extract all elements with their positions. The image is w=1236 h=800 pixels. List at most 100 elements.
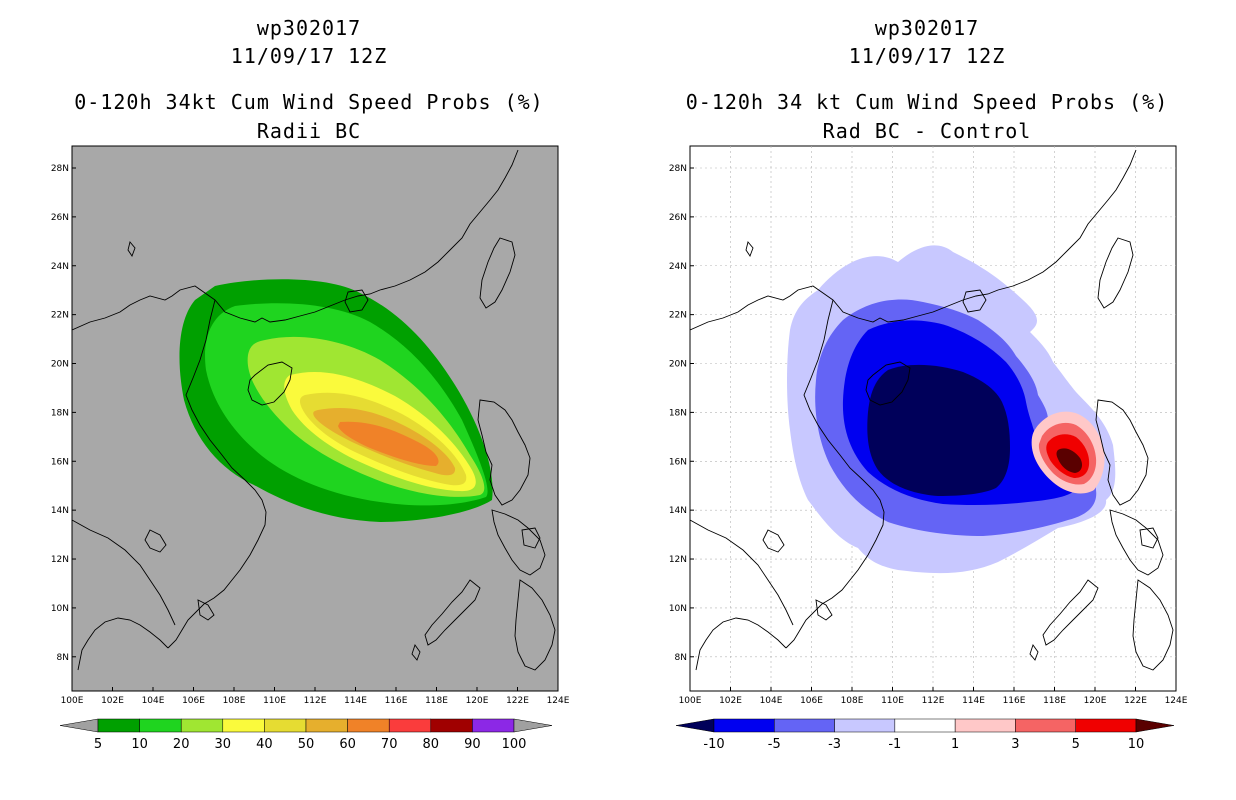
coastline-segment bbox=[247, 361, 293, 406]
right-product-title: 0-120h 34 kt Cum Wind Speed Probs (%) bbox=[685, 90, 1169, 114]
lon-tick-label: 102E bbox=[719, 696, 742, 706]
colorbar-label: 5 bbox=[1072, 737, 1080, 752]
lon-tick-label: 106E bbox=[800, 696, 823, 706]
lon-tick-label: 108E bbox=[223, 696, 246, 706]
colorbar-label: 3 bbox=[1011, 737, 1019, 752]
colorbar-label: 40 bbox=[256, 737, 273, 752]
left-datetime: 11/09/17 12Z bbox=[230, 44, 388, 68]
left-subtitle: Radii BC bbox=[256, 119, 362, 143]
lon-tick-label: 122E bbox=[1124, 696, 1147, 706]
colorbar-label: -3 bbox=[828, 737, 841, 752]
colorbar-swatch bbox=[774, 718, 835, 733]
right-colorbar: -10 -5 -3 -1 1 3 5 10 bbox=[675, 718, 1175, 752]
colorbar-overflow-triangle bbox=[1135, 718, 1175, 733]
colorbar-label: 20 bbox=[173, 737, 190, 752]
colorbar-swatch bbox=[1075, 718, 1137, 733]
colorbar-swatch bbox=[430, 718, 473, 733]
lon-tick-label: 124E bbox=[1165, 696, 1188, 706]
colorbar-underflow-triangle bbox=[59, 718, 99, 733]
lat-tick-label: 16N bbox=[669, 457, 687, 467]
lat-tick-label: 20N bbox=[669, 360, 687, 370]
coastline-segment bbox=[144, 529, 167, 553]
colorbar-swatch bbox=[222, 718, 265, 733]
coastline-segment bbox=[1095, 399, 1149, 506]
coastline-segment bbox=[477, 399, 531, 506]
colorbar-label: -5 bbox=[768, 737, 781, 752]
coastline-segment bbox=[1042, 579, 1099, 646]
lat-tick-label: 12N bbox=[51, 555, 69, 565]
diff-minus10-contour bbox=[867, 364, 1010, 496]
lat-tick-label: 24N bbox=[51, 262, 69, 272]
colorbar-swatch bbox=[180, 718, 224, 733]
lon-tick-label: 122E bbox=[506, 696, 529, 706]
coastline-segment bbox=[197, 599, 215, 621]
colorbar-label: -1 bbox=[888, 737, 901, 752]
lat-tick-label: 10N bbox=[669, 604, 687, 614]
colorbar-label: -10 bbox=[703, 737, 724, 752]
coastline-segment bbox=[745, 241, 754, 257]
lat-tick-label: 14N bbox=[669, 506, 687, 516]
lon-tick-label: 116E bbox=[1003, 696, 1026, 706]
colorbar-label: 80 bbox=[423, 737, 440, 752]
lat-tick-label: 8N bbox=[675, 653, 687, 663]
lon-tick-label: 120E bbox=[1084, 696, 1107, 706]
lon-tick-label: 108E bbox=[841, 696, 864, 706]
coastline-segment bbox=[77, 617, 169, 671]
coastline-segment bbox=[514, 579, 556, 671]
coastline-segment bbox=[72, 519, 176, 626]
colorbar-swatch bbox=[388, 718, 432, 733]
lat-tick-label: 16N bbox=[51, 457, 69, 467]
right-subtitle: Rad BC - Control bbox=[822, 119, 1032, 143]
lat-tick-label: 18N bbox=[669, 408, 687, 418]
lon-tick-label: 114E bbox=[344, 696, 367, 706]
lon-tick-label: 116E bbox=[385, 696, 408, 706]
lat-tick-label: 26N bbox=[669, 213, 687, 223]
coastline-segment bbox=[690, 519, 794, 626]
coastline-segment bbox=[785, 299, 885, 649]
coastline-segment bbox=[1132, 579, 1174, 671]
lon-tick-label: 114E bbox=[962, 696, 985, 706]
colorbar-swatch bbox=[894, 718, 956, 733]
colorbar-label: 30 bbox=[215, 737, 232, 752]
colorbar-label: 10 bbox=[131, 737, 148, 752]
right-datetime: 11/09/17 12Z bbox=[848, 44, 1006, 68]
lat-tick-label: 18N bbox=[51, 408, 69, 418]
lon-tick-label: 118E bbox=[425, 696, 448, 706]
coastline-segment bbox=[411, 644, 421, 661]
colorbar-label: 5 bbox=[94, 737, 102, 752]
right-axis-ticks: 100E 102E 104E 106E 108E 110E 112E 114E 116E 118E… bbox=[669, 164, 1188, 706]
lon-tick-label: 100E bbox=[61, 696, 84, 706]
left-axis-ticks: 100E 102E 104E 106E 108E 110E 112E 114E 116E 118E… bbox=[51, 164, 570, 706]
coastline-segment bbox=[762, 529, 785, 553]
right-difference-shading bbox=[787, 245, 1116, 574]
coastline-segment bbox=[491, 509, 546, 576]
lon-tick-label: 112E bbox=[922, 696, 945, 706]
left-map: 100E 102E 104E 106E 108E 110E 112E 114E 116E 118E… bbox=[51, 145, 570, 752]
right-map: 100E 102E 104E 106E 108E 110E 112E 114E 116E 118E… bbox=[669, 145, 1188, 752]
colorbar-overflow-triangle bbox=[513, 718, 553, 733]
coastline-segment bbox=[865, 361, 911, 406]
lat-tick-label: 8N bbox=[57, 653, 69, 663]
coastline-segment bbox=[1029, 644, 1039, 661]
colorbar-label: 70 bbox=[381, 737, 398, 752]
coastline-segment bbox=[127, 241, 136, 257]
right-panel: wp302017 11/09/17 12Z 0-120h 34 kt Cum W… bbox=[618, 0, 1236, 800]
coastline-segment bbox=[521, 527, 541, 549]
coastline-segment bbox=[1139, 527, 1159, 549]
coastline-segment bbox=[479, 237, 516, 309]
coastline-segment bbox=[1109, 509, 1164, 576]
colorbar-label: 60 bbox=[339, 737, 356, 752]
lat-tick-label: 14N bbox=[51, 506, 69, 516]
right-coastlines bbox=[690, 149, 1174, 671]
lon-tick-label: 110E bbox=[881, 696, 904, 706]
coastline-segment bbox=[167, 299, 267, 649]
left-panel: wp302017 11/09/17 12Z 0-120h 34kt Cum Wi… bbox=[51, 16, 570, 752]
lat-tick-label: 26N bbox=[51, 213, 69, 223]
colorbar-label: 50 bbox=[298, 737, 315, 752]
lon-tick-label: 104E bbox=[142, 696, 165, 706]
prob-60-contour bbox=[338, 421, 439, 466]
colorbar-swatch bbox=[347, 718, 390, 733]
right-storm-id: wp302017 bbox=[874, 16, 980, 40]
colorbar-underflow-triangle bbox=[675, 718, 715, 733]
lat-tick-label: 24N bbox=[669, 262, 687, 272]
